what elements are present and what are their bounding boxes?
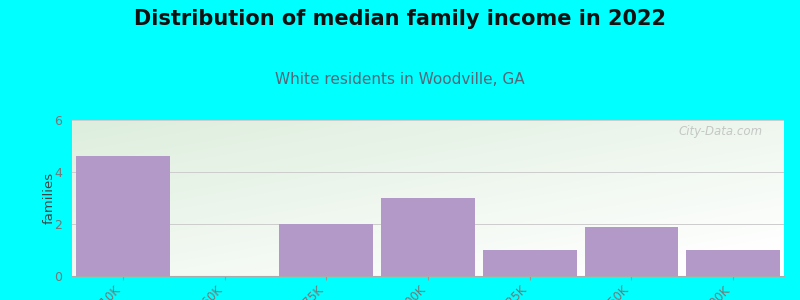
Bar <box>585 226 678 276</box>
Bar <box>483 250 577 276</box>
Y-axis label: families: families <box>42 172 55 224</box>
Text: Distribution of median family income in 2022: Distribution of median family income in … <box>134 9 666 29</box>
Text: City-Data.com: City-Data.com <box>678 125 762 138</box>
Bar <box>76 156 170 276</box>
Bar <box>382 198 474 276</box>
Text: White residents in Woodville, GA: White residents in Woodville, GA <box>275 72 525 87</box>
Bar <box>279 224 373 276</box>
Bar <box>686 250 780 276</box>
